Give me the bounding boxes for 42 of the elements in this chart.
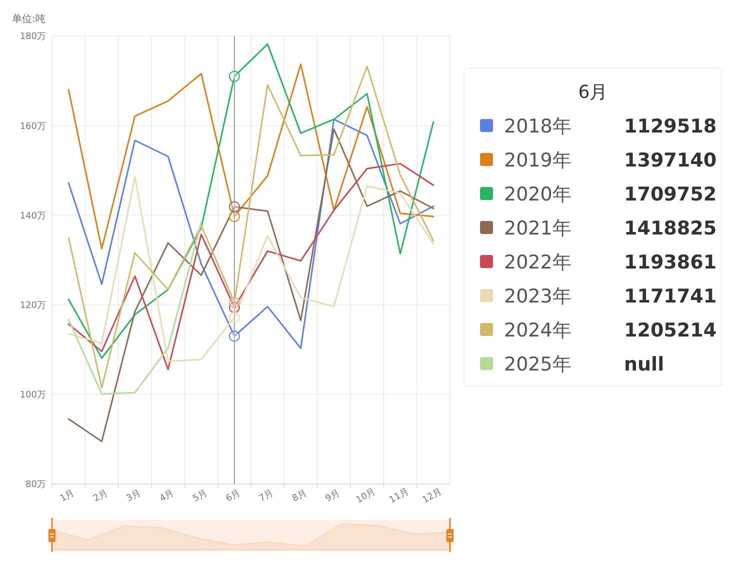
y-axis-title: 单位:吨 <box>12 13 46 25</box>
y-tick-label: 100万 <box>20 390 46 401</box>
text: 1709752 <box>624 184 717 206</box>
x-tick-label: 12月 <box>421 486 444 506</box>
line-series <box>68 128 434 442</box>
legend-label: 2021年 <box>504 218 572 240</box>
line-series <box>68 118 434 350</box>
text: 1397140 <box>624 150 717 172</box>
x-tick-label: 2月 <box>92 488 110 504</box>
legend-label: 2019年 <box>504 150 572 172</box>
text: 1171741 <box>624 286 717 308</box>
y-tick-label: 160万 <box>20 122 46 132</box>
text: 1205214 <box>624 320 717 342</box>
text: 6月 <box>578 82 608 103</box>
x-tick-label: 10月 <box>354 486 378 506</box>
line-series <box>68 222 202 395</box>
legend-label: 2020年 <box>504 184 572 206</box>
x-tick-label: 3月 <box>125 488 143 504</box>
line-series <box>68 43 434 359</box>
legend-label: 2022年 <box>504 252 572 274</box>
x-tick-label: 6月 <box>224 488 242 504</box>
legend-label: 2018年 <box>504 116 572 138</box>
x-tick-label: 7月 <box>258 488 276 504</box>
x-tick-label: 1月 <box>58 488 76 504</box>
line-series <box>68 66 434 388</box>
y-tick-label: 180万 <box>20 32 46 42</box>
y-tick-label: 80万 <box>26 480 46 490</box>
text: 1193861 <box>624 252 717 274</box>
x-tick-label: 9月 <box>324 488 342 504</box>
text: null <box>624 354 664 376</box>
legend-label: 2023年 <box>504 286 572 308</box>
y-tick-label: 120万 <box>20 300 46 311</box>
legend-label: 2025年 <box>504 354 572 376</box>
text: 1129518 <box>624 116 717 138</box>
x-tick-label: 8月 <box>290 488 309 504</box>
x-tick-label: 4月 <box>158 488 176 504</box>
y-tick-label: 140万 <box>20 211 46 222</box>
line-series <box>68 63 434 250</box>
x-tick-label: 5月 <box>191 488 210 504</box>
legend-label: 2024年 <box>504 320 572 342</box>
x-tick-label: 11月 <box>388 486 411 506</box>
text: 1418825 <box>624 218 717 240</box>
